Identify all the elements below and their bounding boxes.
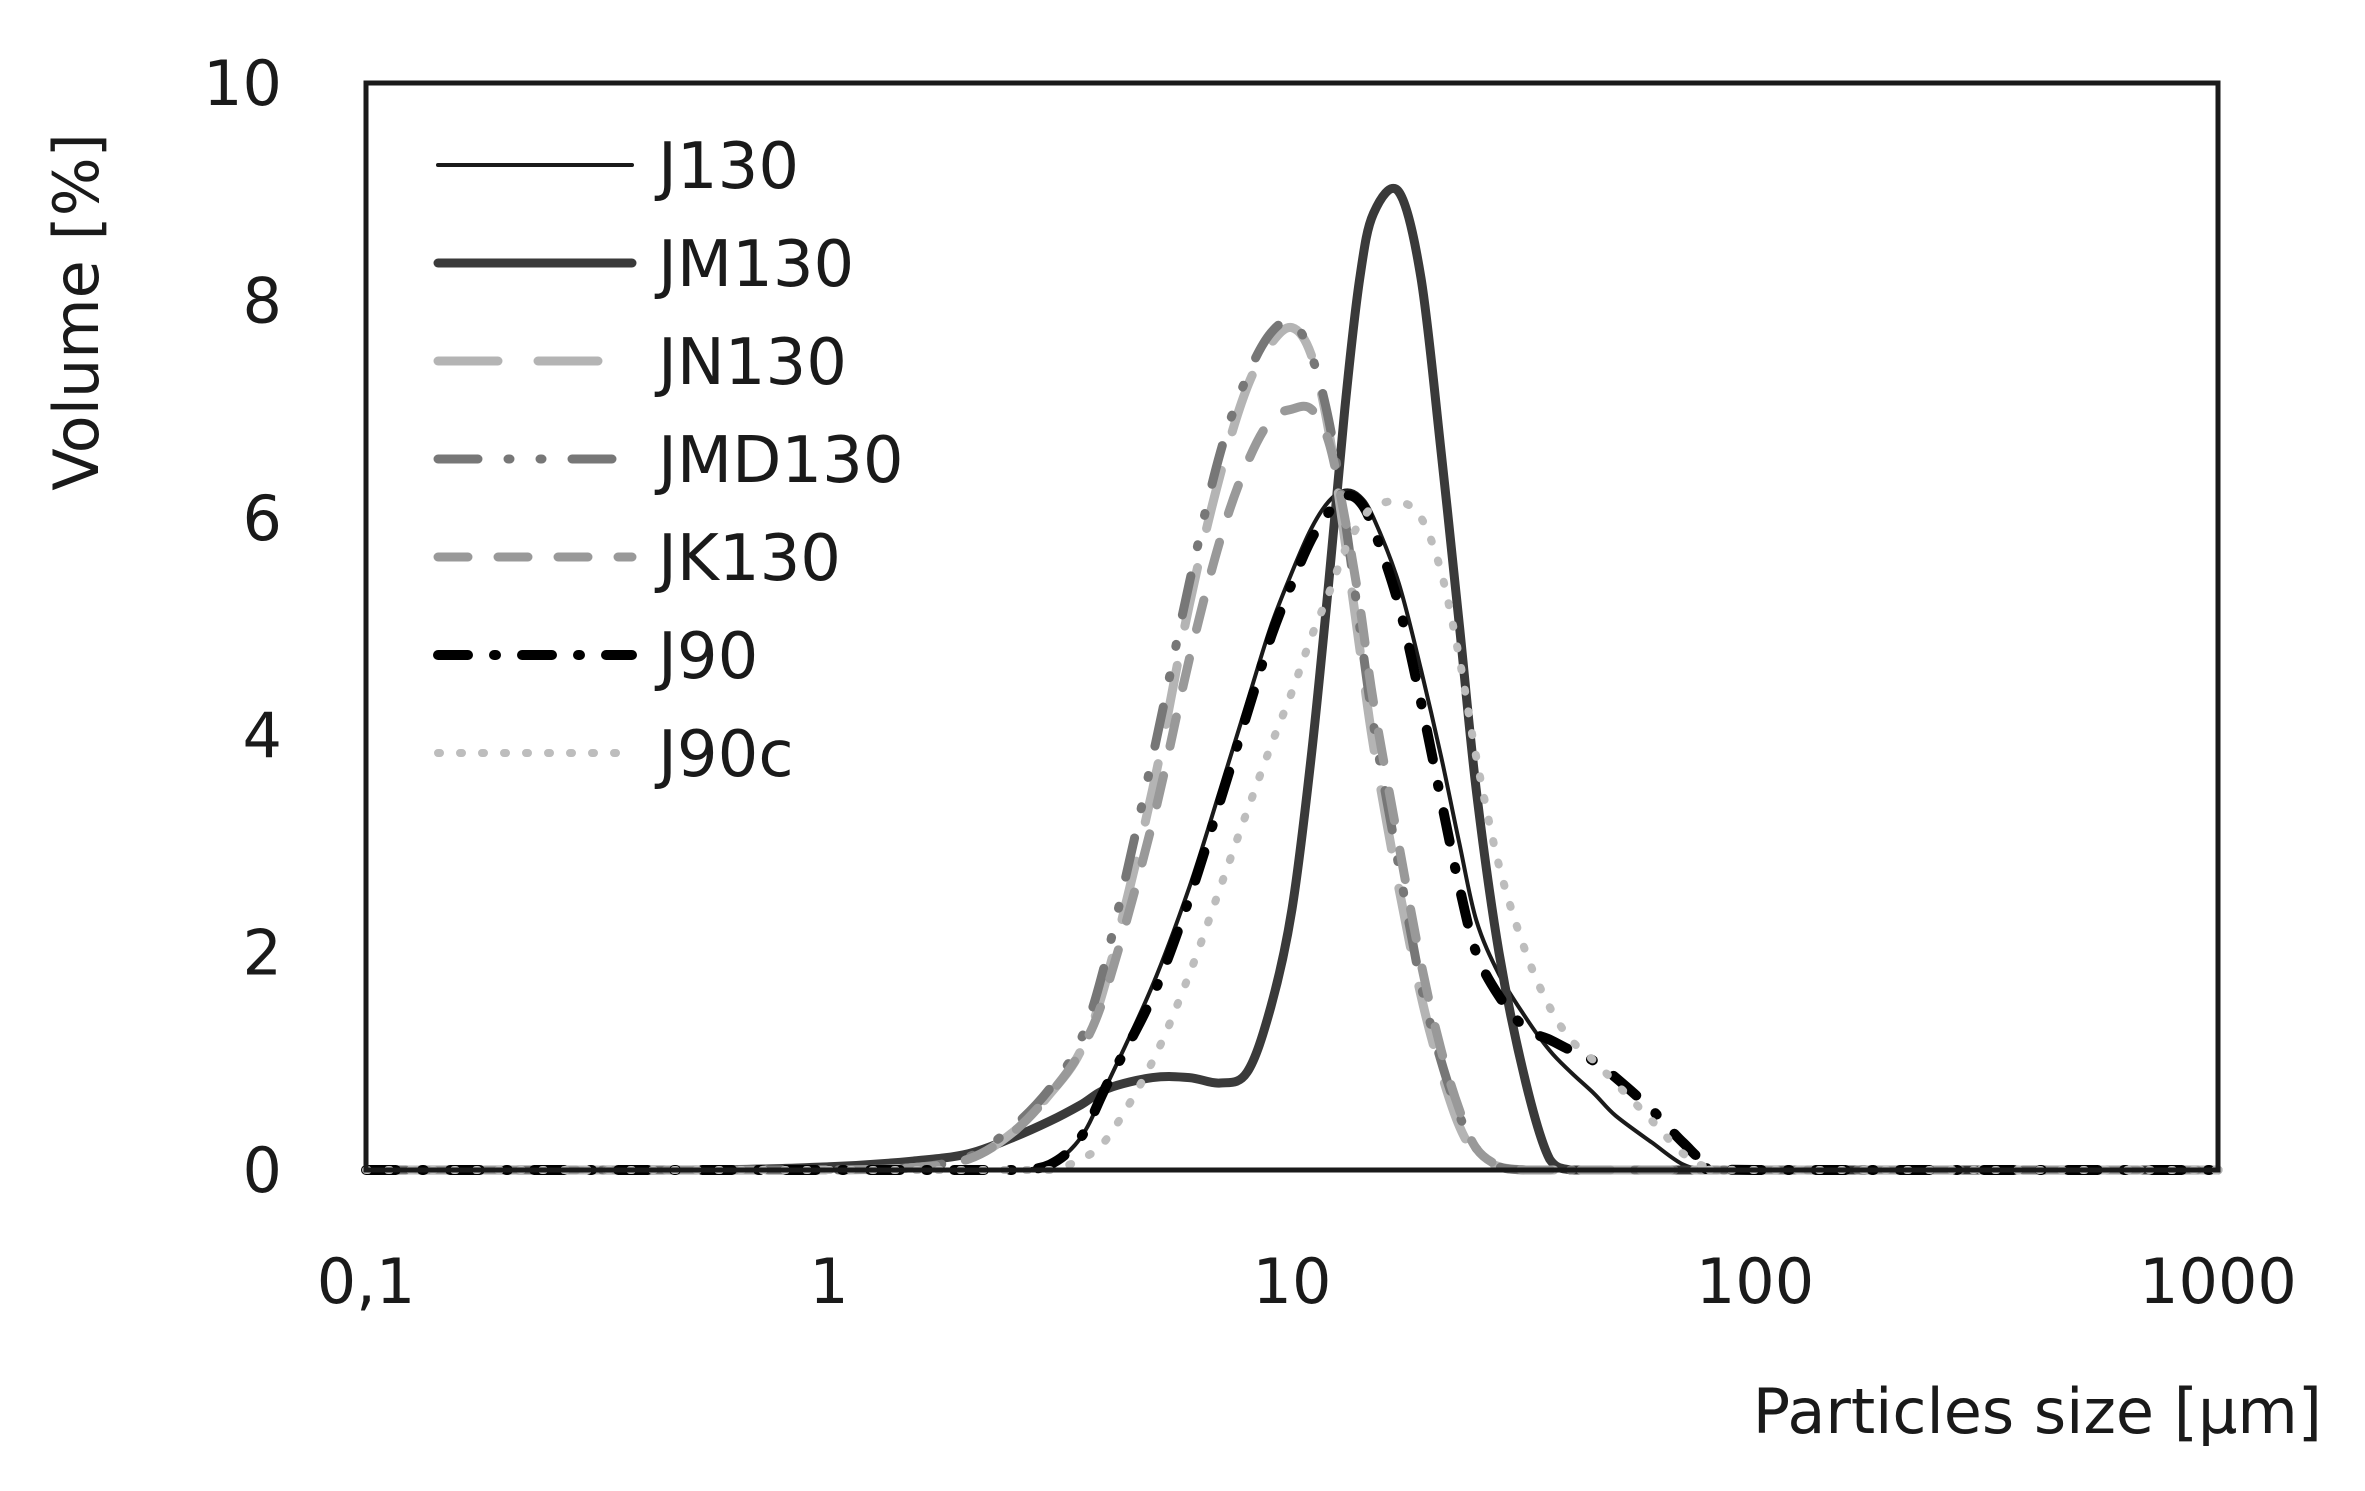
y-axis-label: Volume [%] xyxy=(40,133,113,491)
y-tick-label: 6 xyxy=(243,482,282,555)
legend: J130 JM130 JN130 JMD130 JK130 J90 J90c xyxy=(433,130,904,792)
series-curve-j90 xyxy=(361,490,2223,1176)
series-curve-jk130 xyxy=(361,401,2223,1175)
y-tick-label: 2 xyxy=(243,917,282,990)
legend-label: JK130 xyxy=(654,522,841,596)
series-curve-jmd130 xyxy=(361,316,2223,1175)
x-tick-label: 0,1 xyxy=(317,1245,416,1318)
y-tick-label: 8 xyxy=(243,264,282,337)
y-tick-label: 4 xyxy=(243,699,282,772)
y-tick-label: 0 xyxy=(243,1134,282,1207)
x-tick-label: 10 xyxy=(1253,1245,1332,1318)
series-curve-jm130 xyxy=(361,183,2223,1175)
series-curve-jn130 xyxy=(361,322,2223,1175)
y-tick-label: 10 xyxy=(203,47,282,120)
x-axis-label: Particles size [µm] xyxy=(1753,1375,2322,1448)
x-tick-label: 1 xyxy=(809,1245,848,1318)
legend-label: JM130 xyxy=(654,228,854,302)
x-tick-label: 1000 xyxy=(2139,1245,2297,1318)
plot-frame xyxy=(363,80,2221,1173)
series-curve-j90c xyxy=(362,497,2222,1175)
y-axis-ticks: 0 2 4 6 8 10 xyxy=(203,47,282,1207)
x-tick-label: 100 xyxy=(1696,1245,1814,1318)
legend-label: J90 xyxy=(654,620,758,694)
x-axis-ticks: 0,1 1 10 100 1000 xyxy=(317,1245,2297,1318)
legend-label: JMD130 xyxy=(654,424,904,498)
legend-label: J90c xyxy=(654,718,794,792)
legend-label: J130 xyxy=(654,130,799,204)
plot-curves xyxy=(361,183,2223,1176)
legend-label: JN130 xyxy=(654,326,847,400)
series-curve-j130 xyxy=(364,488,2220,1173)
